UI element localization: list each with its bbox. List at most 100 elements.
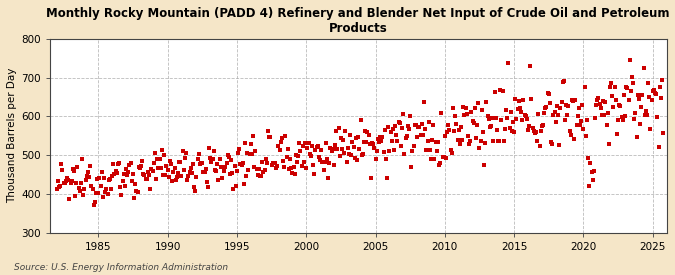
Point <box>652 115 663 119</box>
Point <box>535 129 546 134</box>
Point <box>459 113 470 117</box>
Point <box>183 174 194 179</box>
Point <box>439 134 450 138</box>
Point <box>332 147 343 152</box>
Point <box>524 124 535 128</box>
Point <box>569 136 580 141</box>
Point <box>653 145 664 150</box>
Point <box>316 148 327 153</box>
Point <box>153 166 164 170</box>
Point <box>501 108 512 112</box>
Point <box>386 138 397 143</box>
Point <box>252 173 263 177</box>
Point <box>308 163 319 167</box>
Point <box>392 139 403 143</box>
Point <box>178 168 189 172</box>
Point <box>338 138 348 142</box>
Point <box>265 135 276 139</box>
Point <box>257 160 268 164</box>
Point <box>131 189 142 193</box>
Point <box>381 156 392 161</box>
Point <box>465 139 476 144</box>
Point <box>645 127 656 131</box>
Point <box>258 169 269 174</box>
Point <box>509 130 520 134</box>
Point <box>80 178 91 182</box>
Point <box>57 168 68 172</box>
Point <box>259 167 270 172</box>
Point <box>137 159 148 163</box>
Point <box>457 138 468 142</box>
Point <box>311 145 322 149</box>
Point <box>204 146 215 150</box>
Point <box>152 156 163 161</box>
Point <box>402 134 412 138</box>
Point <box>329 163 340 167</box>
Point <box>176 174 187 178</box>
Point <box>578 127 589 131</box>
Point <box>190 189 200 194</box>
Point <box>363 133 374 137</box>
Point <box>198 170 209 175</box>
Point <box>358 140 369 144</box>
Point <box>618 118 628 122</box>
Point <box>503 60 514 65</box>
Point <box>637 93 648 98</box>
Point <box>583 156 593 160</box>
Point <box>402 124 413 128</box>
Point <box>381 176 392 180</box>
Point <box>124 163 135 167</box>
Point <box>298 144 308 148</box>
Point <box>599 112 610 117</box>
Point <box>281 155 292 159</box>
Point <box>612 131 622 136</box>
Point <box>408 144 419 148</box>
Point <box>641 108 651 113</box>
Point <box>555 106 566 110</box>
Point <box>227 170 238 175</box>
Point <box>394 121 405 125</box>
Point <box>163 174 174 179</box>
Point <box>300 141 310 146</box>
Point <box>600 100 611 104</box>
Point <box>92 176 103 181</box>
Point <box>454 128 464 133</box>
Point <box>620 114 630 119</box>
Point <box>301 165 312 170</box>
Point <box>623 98 634 103</box>
Point <box>540 106 551 110</box>
Point <box>111 171 122 175</box>
Point <box>647 89 658 94</box>
Point <box>464 142 475 146</box>
Point <box>502 116 512 120</box>
Point <box>246 142 256 146</box>
Point <box>72 165 83 169</box>
Point <box>304 152 315 156</box>
Point <box>428 123 439 127</box>
Point <box>522 117 533 121</box>
Point <box>277 159 288 163</box>
Point <box>275 140 286 144</box>
Point <box>342 146 353 150</box>
Point <box>435 160 446 165</box>
Point <box>325 146 336 150</box>
Point <box>601 123 612 128</box>
Point <box>571 122 582 127</box>
Point <box>293 153 304 158</box>
Point <box>616 115 627 120</box>
Point <box>298 160 309 165</box>
Point <box>284 167 294 172</box>
Point <box>470 136 481 140</box>
Point <box>443 123 454 127</box>
Point <box>579 84 590 89</box>
Point <box>273 144 284 148</box>
Point <box>466 110 477 114</box>
Point <box>266 163 277 167</box>
Point <box>65 181 76 185</box>
Point <box>532 139 543 144</box>
Point <box>169 166 180 170</box>
Point <box>323 176 333 181</box>
Point <box>591 103 601 107</box>
Point <box>100 190 111 194</box>
Point <box>94 175 105 180</box>
